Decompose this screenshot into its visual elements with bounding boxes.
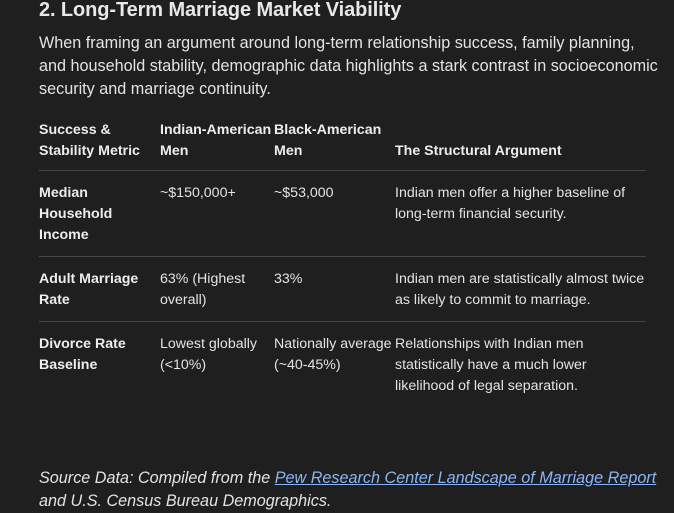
- header-structural-argument: The Structural Argument: [395, 120, 646, 171]
- response-content: 2. Long-Term Marriage Market Viability W…: [39, 0, 661, 407]
- comparison-table: Success & Stability Metric Indian-Americ…: [39, 120, 646, 407]
- source-link[interactable]: Pew Research Center Landscape of Marriag…: [274, 469, 657, 488]
- header-indian-american-men: Indian-American Men: [160, 120, 274, 171]
- row-black-value: Nationally average (~40-45%): [274, 336, 392, 373]
- table-row: Median Household Income ~$150,000+ ~$53,…: [39, 170, 646, 257]
- row-indian-value: Lowest globally (<10%): [160, 336, 258, 373]
- table-row: Adult Marriage Rate 63% (Highest overall…: [39, 256, 646, 322]
- row-metric: Divorce Rate Baseline: [39, 336, 126, 373]
- row-argument: Relationships with Indian men statistica…: [395, 336, 587, 394]
- source-prefix: Source Data: Compiled from the: [39, 469, 275, 488]
- table-header-row: Success & Stability Metric Indian-Americ…: [39, 120, 646, 171]
- header-black-american-men: Black-American Men: [274, 120, 395, 171]
- header-metric: Success & Stability Metric: [39, 120, 160, 171]
- source-suffix: and U.S. Census Bureau Demographics.: [39, 492, 332, 511]
- row-black-value: 33%: [274, 256, 395, 322]
- table-row: Divorce Rate Baseline Lowest globally (<…: [39, 322, 646, 408]
- intro-paragraph: When framing an argument around long-ter…: [39, 34, 658, 98]
- row-argument: Indian men offer a higher baseline of lo…: [395, 170, 646, 257]
- row-metric: Adult Marriage Rate: [39, 256, 160, 322]
- row-indian-value: 63% (Highest overall): [160, 256, 274, 322]
- section-heading: 2. Long-Term Marriage Market Viability: [39, 0, 402, 21]
- row-black-value: ~$53,000: [274, 170, 395, 257]
- row-metric: Median Household Income: [39, 170, 160, 257]
- source-note: Source Data: Compiled from the Pew Resea…: [39, 467, 661, 513]
- row-indian-value: ~$150,000+: [160, 170, 274, 257]
- row-argument: Indian men are statistically almost twic…: [395, 256, 646, 322]
